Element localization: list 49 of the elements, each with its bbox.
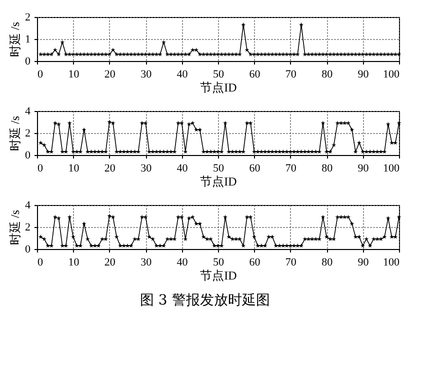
x-tick-label: 80 xyxy=(322,68,334,80)
x-tick-label: 90 xyxy=(358,256,370,268)
x-axis-title: 节点ID xyxy=(200,174,238,188)
y-tick-label: 1 xyxy=(25,34,30,46)
x-tick-label: 0 xyxy=(38,162,44,174)
x-tick-label: 40 xyxy=(176,162,188,174)
x-tick-label: 20 xyxy=(104,256,116,268)
x-tick-label: 80 xyxy=(322,162,334,174)
y-axis-title: 时延 /s xyxy=(8,210,22,246)
x-tick-label: 70 xyxy=(285,256,297,268)
x-tick-label: 60 xyxy=(249,162,261,174)
y-axis-title: 时延 /s xyxy=(8,22,22,58)
y-axis-title: 时延 /s xyxy=(8,116,22,152)
x-tick-label: 70 xyxy=(285,162,297,174)
x-tick-label: 20 xyxy=(104,68,116,80)
x-tick-label: 10 xyxy=(68,162,80,174)
y-tick-label: 0 xyxy=(25,150,31,162)
x-tick-label: 40 xyxy=(176,256,188,268)
x-tick-label: 30 xyxy=(140,162,152,174)
x-tick-label: 40 xyxy=(176,68,188,80)
x-tick-label: 20 xyxy=(104,162,116,174)
y-tick-label: 2 xyxy=(25,222,30,234)
y-tick-label: 4 xyxy=(25,200,31,212)
x-tick-label: 100 xyxy=(383,256,400,268)
y-tick-label: 0 xyxy=(25,56,31,68)
y-tick-label: 4 xyxy=(25,106,31,118)
x-tick-label: 10 xyxy=(68,256,80,268)
y-tick-label: 0 xyxy=(25,244,31,256)
x-tick-label: 10 xyxy=(68,68,80,80)
x-tick-label: 100 xyxy=(383,162,400,174)
x-tick-label: 30 xyxy=(140,68,152,80)
x-tick-label: 50 xyxy=(213,256,224,268)
y-tick-label: 2 xyxy=(25,12,30,24)
x-tick-label: 90 xyxy=(358,162,370,174)
x-tick-label: 50 xyxy=(213,68,224,80)
x-tick-label: 100 xyxy=(383,68,400,80)
x-axis-title: 节点ID xyxy=(200,268,238,282)
x-axis-title: 节点ID xyxy=(200,80,238,94)
caption: 图 3 警报发放时延图 xyxy=(140,292,270,308)
x-tick-label: 0 xyxy=(38,68,44,80)
x-tick-label: 0 xyxy=(38,256,44,268)
x-tick-label: 80 xyxy=(322,256,334,268)
y-tick-label: 2 xyxy=(25,128,30,140)
x-tick-label: 60 xyxy=(249,256,261,268)
x-tick-label: 60 xyxy=(249,68,261,80)
x-tick-label: 70 xyxy=(285,68,297,80)
x-tick-label: 30 xyxy=(140,256,152,268)
x-tick-label: 90 xyxy=(358,68,370,80)
x-tick-label: 50 xyxy=(213,162,224,174)
